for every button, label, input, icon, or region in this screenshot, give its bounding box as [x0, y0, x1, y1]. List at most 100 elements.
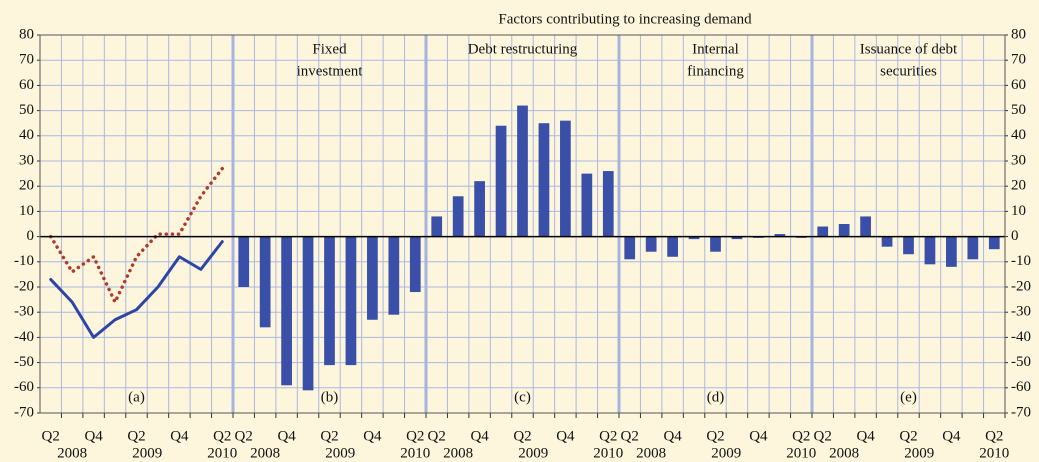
x-tick-label: Q4	[663, 428, 682, 444]
x-tick-label: Q4	[84, 428, 103, 444]
year-label: 2010	[786, 445, 816, 461]
y-tick-label: 70	[19, 52, 34, 68]
bar	[281, 236, 292, 386]
x-tick-label: Q2	[127, 428, 145, 444]
panel-label: (c)	[514, 389, 531, 405]
y2-tick-label: 50	[1011, 102, 1026, 118]
y-tick-label: -40	[14, 329, 34, 345]
y-tick-label: 80	[19, 26, 34, 42]
x-tick-label: Q4	[749, 428, 768, 444]
x-tick-label: Q2	[985, 428, 1003, 444]
bar	[624, 236, 636, 260]
y-tick-label: 50	[19, 102, 34, 118]
bar	[817, 226, 829, 237]
x-tick-label: Q2	[235, 428, 253, 444]
y2-tick-label: -40	[1011, 329, 1031, 345]
x-tick-label: Q2	[599, 428, 617, 444]
y2-tick-label: 0	[1011, 228, 1019, 244]
x-tick-label: Q4	[170, 428, 189, 444]
bar	[302, 236, 314, 391]
y2-tick-label: -30	[1011, 304, 1031, 320]
year-label: 2008	[250, 445, 280, 461]
bar	[517, 105, 528, 237]
year-label: 2010	[207, 445, 237, 461]
year-label: 2010	[593, 445, 623, 461]
y2-tick-label: 30	[1011, 152, 1026, 168]
y2-tick-label: 10	[1011, 203, 1026, 219]
panel-title: Internal	[692, 41, 739, 57]
y-tick-label: 0	[27, 228, 35, 244]
bar	[259, 236, 271, 328]
y2-tick-label: 60	[1011, 77, 1026, 93]
y2-tick-label: 80	[1011, 26, 1026, 42]
x-tick-label: Q2	[213, 428, 231, 444]
bar	[538, 123, 550, 237]
y-tick-label: 40	[19, 127, 34, 143]
y-tick-label: 60	[19, 77, 34, 93]
y-tick-label: -20	[14, 278, 34, 294]
year-label: 2009	[132, 445, 162, 461]
bar	[452, 196, 464, 237]
year-label: 2008	[636, 445, 666, 461]
bar	[688, 236, 700, 240]
bar	[967, 236, 979, 260]
y2-tick-label: -70	[1011, 404, 1031, 420]
x-tick-label: Q2	[42, 428, 60, 444]
panel-title: Debt restructuring	[468, 41, 578, 57]
bar	[710, 236, 721, 252]
plot-frame	[39, 34, 1006, 414]
y2-tick-label: -60	[1011, 379, 1031, 395]
bar	[560, 120, 571, 237]
bar	[238, 236, 250, 287]
x-tick-label: Q4	[470, 428, 489, 444]
panel-title: investment	[297, 63, 364, 79]
bar	[838, 224, 850, 237]
x-tick-label: Q4	[942, 428, 961, 444]
bar	[431, 216, 443, 237]
year-label: 2008	[57, 445, 87, 461]
year-label: 2008	[443, 445, 473, 461]
x-tick-label: Q2	[792, 428, 810, 444]
bar	[667, 236, 678, 257]
y-tick-label: -50	[14, 354, 34, 370]
y2-tick-label: -10	[1011, 253, 1031, 269]
year-label: 2010	[979, 445, 1009, 461]
x-tick-label: Q2	[513, 428, 531, 444]
bar	[602, 171, 614, 237]
bar	[988, 236, 1000, 250]
y-tick-label: -30	[14, 304, 34, 320]
y2-tick-label: -20	[1011, 278, 1031, 294]
y-tick-label: -60	[14, 379, 34, 395]
y-tick-label: 10	[19, 203, 34, 219]
bar	[774, 234, 786, 237]
bar	[324, 236, 335, 366]
bar	[495, 125, 507, 237]
x-tick-label: Q4	[856, 428, 875, 444]
chart-title: Factors contributing to increasing deman…	[498, 11, 752, 27]
y2-tick-label: -50	[1011, 354, 1031, 370]
year-label: 2008	[829, 445, 859, 461]
bar	[581, 173, 593, 237]
x-tick-label: Q4	[277, 428, 296, 444]
bar	[731, 236, 743, 240]
line-series	[49, 240, 224, 339]
y-tick-label: 20	[19, 178, 34, 194]
year-label: 2010	[400, 445, 430, 461]
bar	[474, 181, 485, 237]
y-tick-label: 30	[19, 152, 34, 168]
x-tick-label: Q2	[621, 428, 639, 444]
panel-title: Fixed	[312, 41, 347, 57]
panel-label: (d)	[707, 389, 725, 405]
bar	[860, 216, 871, 237]
y2-tick-label: 70	[1011, 52, 1026, 68]
bar	[924, 236, 936, 265]
bar	[345, 236, 357, 366]
x-tick-label: Q4	[556, 428, 575, 444]
bar	[388, 236, 400, 315]
panel-title: securities	[880, 63, 937, 79]
x-tick-label: Q4	[363, 428, 382, 444]
bar	[903, 236, 914, 255]
bar	[367, 236, 378, 320]
